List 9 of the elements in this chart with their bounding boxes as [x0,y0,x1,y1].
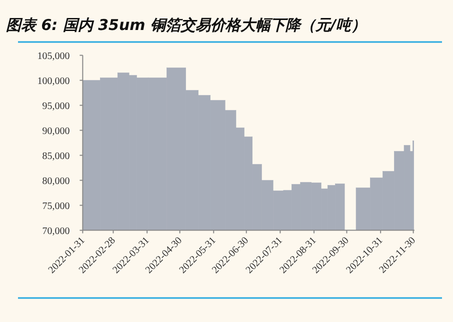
y-tick-label: 90,000 [42,126,70,137]
y-tick-label: 70,000 [42,226,70,237]
y-tick-label: 105,000 [37,50,70,62]
y-tick-label: 95,000 [42,100,70,112]
y-tick-label: 75,000 [42,200,70,212]
chart-title: 图表 6: 国内 35um 铜箔交易价格大幅下降（元/吨） [6,16,366,34]
y-tick-label: 85,000 [42,150,70,162]
y-tick-label: 100,000 [37,76,70,87]
y-tick-label: 80,000 [42,176,70,187]
